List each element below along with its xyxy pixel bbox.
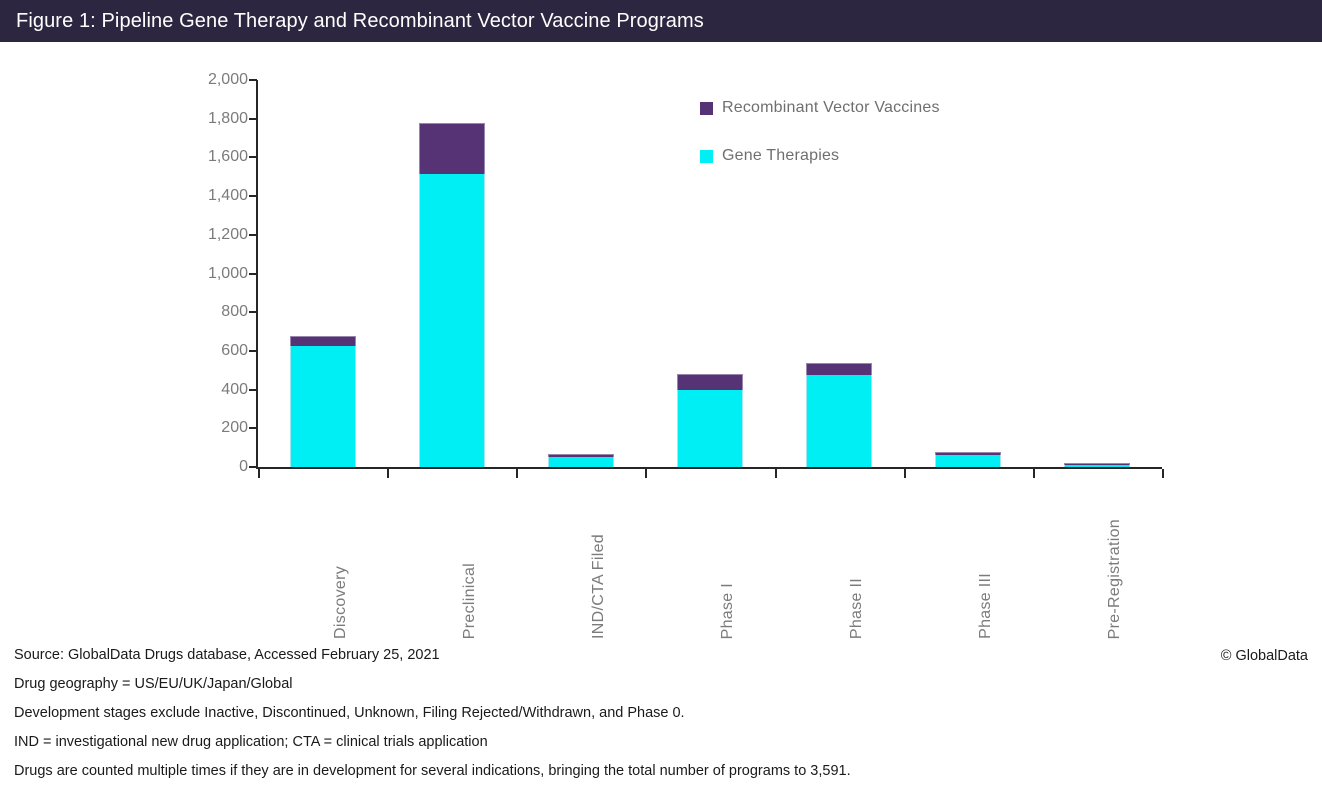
y-axis-tick-label: 1,400 bbox=[207, 187, 248, 205]
y-axis-tick-mark bbox=[249, 117, 257, 120]
y-axis-tick-mark bbox=[249, 195, 257, 198]
y-axis-tick-label: 200 bbox=[221, 419, 248, 437]
x-axis-tick-mark bbox=[1162, 469, 1164, 478]
chart-canvas: 0 200 400 600 800 1,000 1,200 1,400 1,600 1,800 2,… bbox=[0, 42, 1322, 642]
y-axis-tick-label: 1,000 bbox=[207, 264, 248, 282]
bar-group[interactable] bbox=[935, 452, 1002, 467]
footnote-line: Drugs are counted multiple times if they… bbox=[14, 762, 851, 779]
x-axis-category-label: IND/CTA Filed bbox=[589, 534, 607, 639]
x-axis-category-label-wrap: Pre-Registration bbox=[1087, 479, 1123, 639]
y-axis-tick-label: 1,600 bbox=[207, 148, 248, 166]
y-axis-tick-mark bbox=[249, 272, 257, 275]
x-axis-category-label: Phase III bbox=[977, 573, 995, 639]
copyright-notice: © GlobalData bbox=[1220, 648, 1308, 664]
bar-group[interactable] bbox=[677, 373, 743, 467]
x-axis-category-label-wrap: Phase I bbox=[700, 479, 736, 639]
x-axis-tick-mark bbox=[903, 469, 906, 478]
bar-segment-gene-therapies[interactable] bbox=[806, 375, 873, 467]
legend-item-recombinant-vector-vaccines[interactable]: Recombinant Vector Vaccines bbox=[700, 97, 1040, 119]
bar-group[interactable] bbox=[418, 123, 485, 467]
legend-swatch-recombinant-vector-vaccines bbox=[700, 101, 713, 115]
y-axis-tick-label: 1,800 bbox=[207, 109, 248, 127]
x-axis-category-label: Discovery bbox=[331, 566, 349, 639]
x-axis-category-label-wrap: IND/CTA Filed bbox=[571, 479, 607, 639]
bar-segment-recombinant-vector-vaccines[interactable] bbox=[547, 454, 614, 458]
y-axis-tick-label: 600 bbox=[221, 341, 248, 359]
x-axis-tick-mark bbox=[516, 469, 519, 478]
y-axis-tick-mark bbox=[249, 466, 257, 468]
y-axis-tick-mark bbox=[249, 388, 257, 391]
y-axis-tick-label: 1,200 bbox=[207, 225, 248, 243]
y-axis-tick-label: 800 bbox=[221, 303, 248, 321]
bar-segment-gene-therapies[interactable] bbox=[1064, 465, 1131, 467]
y-axis-tick-label: 400 bbox=[221, 380, 248, 398]
bar-segment-gene-therapies[interactable] bbox=[418, 174, 485, 467]
bar-segment-recombinant-vector-vaccines[interactable] bbox=[289, 336, 356, 347]
footnote-line: Source: GlobalData Drugs database, Acces… bbox=[14, 647, 440, 663]
bar-segment-recombinant-vector-vaccines[interactable] bbox=[677, 373, 743, 390]
bar-group[interactable] bbox=[289, 336, 356, 467]
x-axis-category-label: Pre-Registration bbox=[1106, 518, 1124, 639]
y-axis-tick-mark bbox=[249, 311, 257, 314]
y-axis-tick-label: 0 bbox=[239, 458, 248, 475]
footnotes-block: Source: GlobalData Drugs database, Acces… bbox=[14, 647, 1308, 793]
x-axis-category-label: Phase I bbox=[719, 582, 736, 639]
y-axis-line bbox=[256, 80, 258, 469]
legend-item-gene-therapies[interactable]: Gene Therapies bbox=[700, 145, 1040, 167]
legend-swatch-gene-therapies bbox=[700, 149, 713, 163]
figure-header-bar: Figure 1: Pipeline Gene Therapy and Reco… bbox=[0, 0, 1322, 42]
y-axis-tick-mark bbox=[249, 156, 257, 159]
x-axis-category-labels: Discovery Preclinical IND/CTA Filed Phase I… bbox=[258, 479, 1162, 642]
x-axis-tick-mark bbox=[774, 469, 777, 478]
footnote-line: IND = investigational new drug applicati… bbox=[14, 733, 488, 750]
x-axis-category-label-wrap: Discovery bbox=[313, 479, 349, 639]
bar-segment-gene-therapies[interactable] bbox=[935, 455, 1002, 467]
y-axis-tick-mark bbox=[249, 427, 257, 430]
page-title: Figure 1: Pipeline Gene Therapy and Reco… bbox=[16, 9, 704, 32]
bars-plot-area bbox=[258, 80, 1162, 467]
y-axis-tick-labels: 0 200 400 600 800 1,000 1,200 1,400 1,600 1,800 2,… bbox=[170, 42, 248, 642]
footnote-line: Drug geography = US/EU/UK/Japan/Global bbox=[14, 675, 293, 692]
x-axis-line bbox=[256, 467, 1162, 469]
x-axis-category-label: Phase II bbox=[848, 577, 866, 639]
chart-legend: Recombinant Vector Vaccines Gene Therapi… bbox=[700, 97, 1040, 193]
bar-segment-recombinant-vector-vaccines[interactable] bbox=[418, 123, 485, 175]
bar-segment-recombinant-vector-vaccines[interactable] bbox=[806, 362, 873, 376]
x-axis-category-label-wrap: Phase II bbox=[829, 479, 865, 639]
y-axis-tick-mark bbox=[249, 349, 257, 352]
x-axis-tick-mark bbox=[645, 469, 648, 478]
x-axis-tick-mark bbox=[1032, 469, 1035, 478]
legend-label-gene-therapies: Gene Therapies bbox=[722, 147, 840, 164]
bar-segment-recombinant-vector-vaccines[interactable] bbox=[935, 452, 1002, 456]
bar-segment-gene-therapies[interactable] bbox=[547, 457, 614, 467]
x-axis-category-label-wrap: Preclinical bbox=[442, 479, 478, 639]
x-axis-tick-mark bbox=[387, 469, 390, 478]
bar-segment-gene-therapies[interactable] bbox=[677, 389, 743, 467]
x-axis-category-label-wrap: Phase III bbox=[958, 479, 994, 639]
legend-label-recombinant-vector-vaccines: Recombinant Vector Vaccines bbox=[722, 99, 940, 116]
y-axis-tick-label: 2,000 bbox=[207, 71, 248, 88]
bar-group[interactable] bbox=[1064, 463, 1131, 467]
bar-group[interactable] bbox=[547, 454, 614, 467]
bar-segment-recombinant-vector-vaccines[interactable] bbox=[1064, 463, 1131, 466]
y-axis-tick-mark bbox=[249, 233, 257, 236]
x-axis-category-label: Preclinical bbox=[460, 562, 478, 639]
bar-group[interactable] bbox=[806, 362, 873, 467]
bar-segment-gene-therapies[interactable] bbox=[289, 346, 356, 467]
footnote-line: Development stages exclude Inactive, Dis… bbox=[14, 704, 685, 721]
x-axis-tick-mark bbox=[258, 469, 260, 478]
y-axis-tick-mark bbox=[249, 79, 257, 81]
